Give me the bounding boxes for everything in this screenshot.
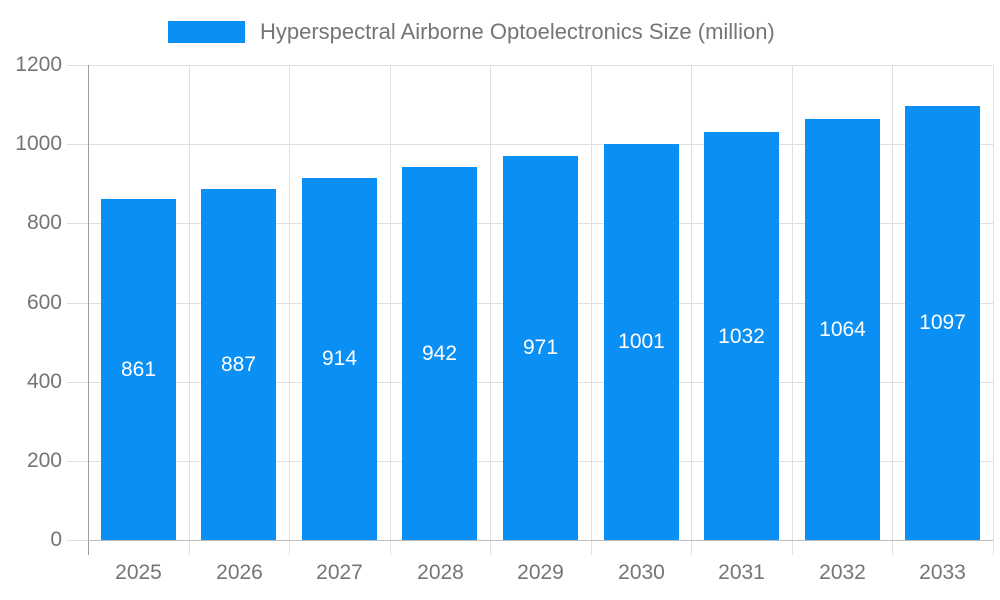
- bar: 887: [201, 189, 276, 540]
- y-tick-mark: [67, 540, 88, 541]
- x-boundary-gridline: [189, 65, 190, 555]
- bar-value-label: 1064: [819, 317, 866, 341]
- x-axis-tick-label: 2029: [517, 561, 564, 584]
- bar: 1097: [905, 106, 980, 540]
- bar: 1064: [805, 119, 880, 540]
- bar-value-label: 1032: [718, 324, 765, 348]
- x-boundary-gridline: [591, 65, 592, 555]
- y-tick-mark: [67, 223, 88, 224]
- x-axis-tick-label: 2025: [115, 561, 162, 584]
- legend-label[interactable]: Hyperspectral Airborne Optoelectronics S…: [260, 19, 775, 44]
- y-tick-mark: [67, 144, 88, 145]
- bar-value-label: 1097: [919, 311, 966, 334]
- x-boundary-gridline: [289, 65, 290, 555]
- y-tick-mark: [67, 65, 88, 66]
- x-axis-tick-label: 2031: [718, 561, 765, 584]
- x-boundary-gridline: [691, 65, 692, 555]
- bar-value-label: 887: [220, 352, 257, 376]
- legend-swatch[interactable]: [168, 21, 245, 43]
- bar-value-label: 861: [120, 357, 157, 381]
- x-boundary-gridline: [490, 65, 491, 555]
- x-axis-tick-label: 2033: [919, 561, 966, 584]
- bar: 861: [101, 199, 176, 540]
- bar: 914: [302, 178, 377, 540]
- bar-value-label: 971: [522, 336, 559, 359]
- bar-value-label: 1001: [618, 330, 665, 353]
- x-axis-tick-label: 2028: [417, 561, 464, 584]
- y-tick-mark: [67, 382, 88, 383]
- y-gridline: [88, 144, 993, 145]
- y-axis-tick-label: 1200: [15, 53, 62, 76]
- y-axis-tick-label: 800: [26, 211, 62, 234]
- x-axis-tick-label: 2032: [819, 561, 866, 584]
- plot-right-border: [993, 65, 994, 540]
- x-axis-tick-label: 2027: [316, 561, 363, 584]
- plot-top-border: [88, 65, 993, 66]
- bar: 971: [503, 156, 578, 540]
- y-axis-tick-label: 0: [50, 528, 62, 551]
- x-axis-line: [88, 540, 993, 541]
- bar: 1001: [604, 144, 679, 540]
- y-axis-tick-label: 200: [26, 449, 62, 472]
- y-axis-tick-label: 400: [26, 370, 62, 393]
- x-boundary-gridline: [792, 65, 793, 555]
- y-tick-mark: [67, 461, 88, 462]
- y-axis-tick-label: 1000: [15, 132, 62, 155]
- bar: 1032: [704, 132, 779, 541]
- y-axis-tick-label: 600: [26, 291, 62, 314]
- x-boundary-gridline: [892, 65, 893, 555]
- bar: 942: [402, 167, 477, 540]
- bar-value-label: 914: [321, 347, 358, 370]
- y-tick-mark: [67, 303, 88, 304]
- bar-value-label: 942: [421, 341, 458, 365]
- y-axis-line: [88, 65, 89, 555]
- x-boundary-gridline: [390, 65, 391, 555]
- x-axis-tick-label: 2030: [618, 561, 665, 584]
- x-axis-tick-label: 2026: [216, 561, 263, 584]
- legend[interactable]: Hyperspectral Airborne Optoelectronics S…: [168, 16, 775, 48]
